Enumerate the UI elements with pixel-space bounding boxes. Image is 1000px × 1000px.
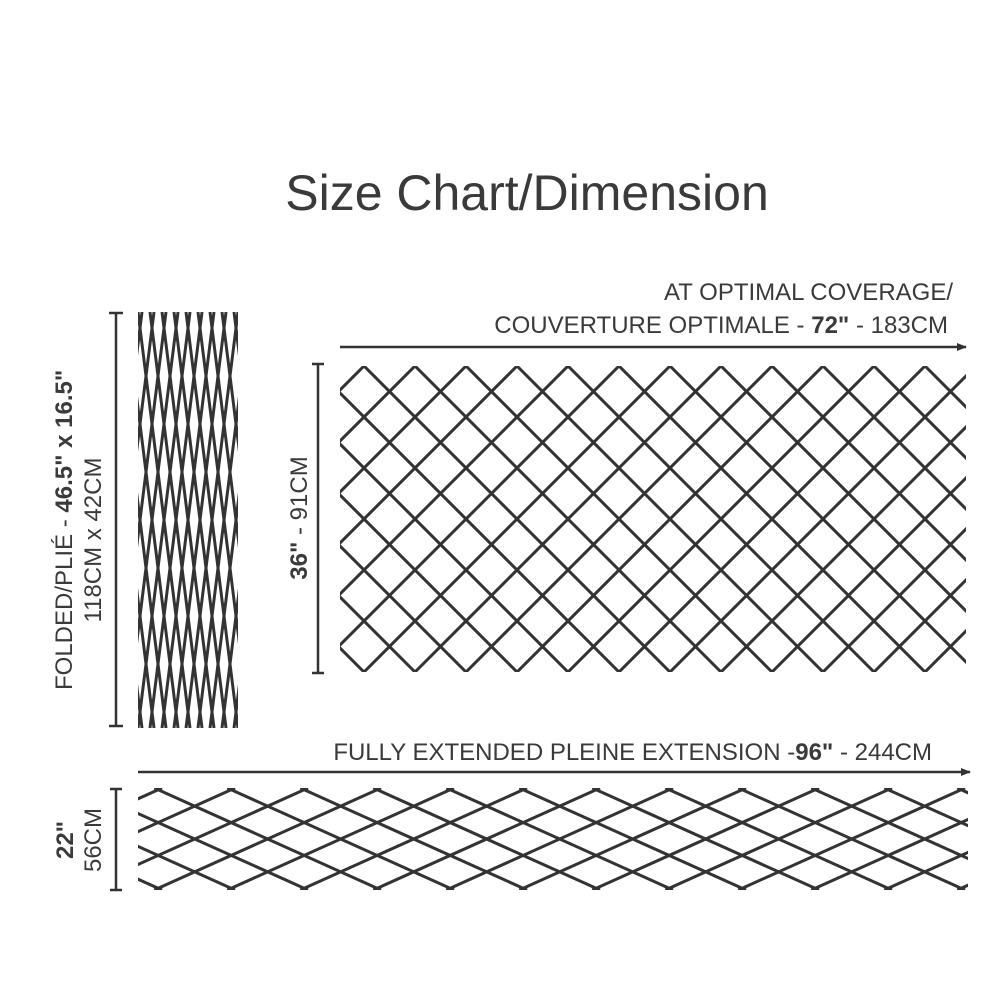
extended-label: FULLY EXTENDED PLEINE EXTENSION -96" - 2… [333, 739, 932, 766]
lattice-slat [138, 788, 309, 867]
lattice-slat [719, 424, 966, 672]
optimal-height-metric: - 91CM [286, 456, 313, 541]
lattice-slat [872, 366, 966, 461]
folded-lattice [138, 312, 238, 728]
lattice-slat [220, 587, 238, 728]
lattice-slat [372, 788, 601, 890]
lattice-slat [872, 577, 966, 672]
optimal-imperial: 72" [811, 312, 849, 339]
extended-height-bar [110, 787, 122, 892]
extended-metric: - 244CM [833, 739, 932, 766]
optimal-height-label: 36" - 91CM [286, 456, 313, 579]
optimal-metric: - 183CM [849, 312, 948, 339]
optimal-lattice [340, 366, 1000, 672]
lattice-slat [770, 366, 966, 563]
lattice-slat [923, 628, 966, 672]
lattice-slat [956, 883, 968, 890]
extended-lattice [138, 788, 968, 890]
lattice-slat [445, 788, 674, 890]
lattice-slat [821, 526, 966, 672]
extended-height-imperial: 22" [52, 821, 79, 859]
lattice-slat [821, 366, 966, 512]
lattice-slat [138, 844, 236, 890]
lattice-slat [770, 475, 966, 672]
lattice-slat [719, 366, 966, 614]
lattice-slat [220, 312, 238, 453]
optimal-prefix: COUVERTURE OPTIMALE - [494, 312, 811, 339]
optimal-label-line1: AT OPTIMAL COVERAGE/ [664, 279, 953, 306]
folded-metric: 118CM x 42CM [80, 458, 107, 623]
lattice-slat [226, 788, 455, 890]
lattice-slat [664, 788, 893, 890]
lattice-slat [138, 788, 236, 834]
lattice-slat [956, 788, 968, 795]
lattice-slat [299, 788, 528, 890]
extended-imperial: 96" [795, 739, 833, 766]
lattice-slat [232, 312, 238, 357]
folded-imperial: 46.5" x 16.5" [51, 370, 78, 513]
lattice-slat [208, 491, 238, 728]
lattice-slat [976, 366, 1000, 672]
lattice-slat [737, 788, 966, 890]
optimal-height-imperial: 36" [286, 542, 313, 580]
optimal-label-line2: COUVERTURE OPTIMALE - 72" - 183CM [494, 312, 948, 339]
page-title: Size Chart/Dimension [285, 165, 769, 221]
lattice-slat [810, 788, 968, 861]
lattice-slat [153, 788, 382, 890]
lattice-slat [810, 817, 968, 890]
lattice-slat [883, 850, 968, 890]
extended-height-metric: 56CM [80, 808, 107, 872]
lattice-slat [923, 366, 966, 410]
folded-label: FOLDED/PLIÉ - 46.5" x 16.5" [51, 370, 78, 690]
lattice-slat [232, 683, 238, 728]
extended-prefix: FULLY EXTENDED PLEINE EXTENSION - [333, 739, 795, 766]
lattice-slat [976, 366, 1000, 672]
lattice-slat [196, 395, 238, 728]
lattice-slat [883, 788, 968, 828]
folded-prefix: FOLDED/PLIÉ - [51, 513, 78, 690]
optimal-height-bar [312, 362, 324, 675]
lattice-slat [591, 788, 820, 890]
folded-dimension-bar [109, 311, 123, 728]
lattice-slat [518, 788, 747, 890]
